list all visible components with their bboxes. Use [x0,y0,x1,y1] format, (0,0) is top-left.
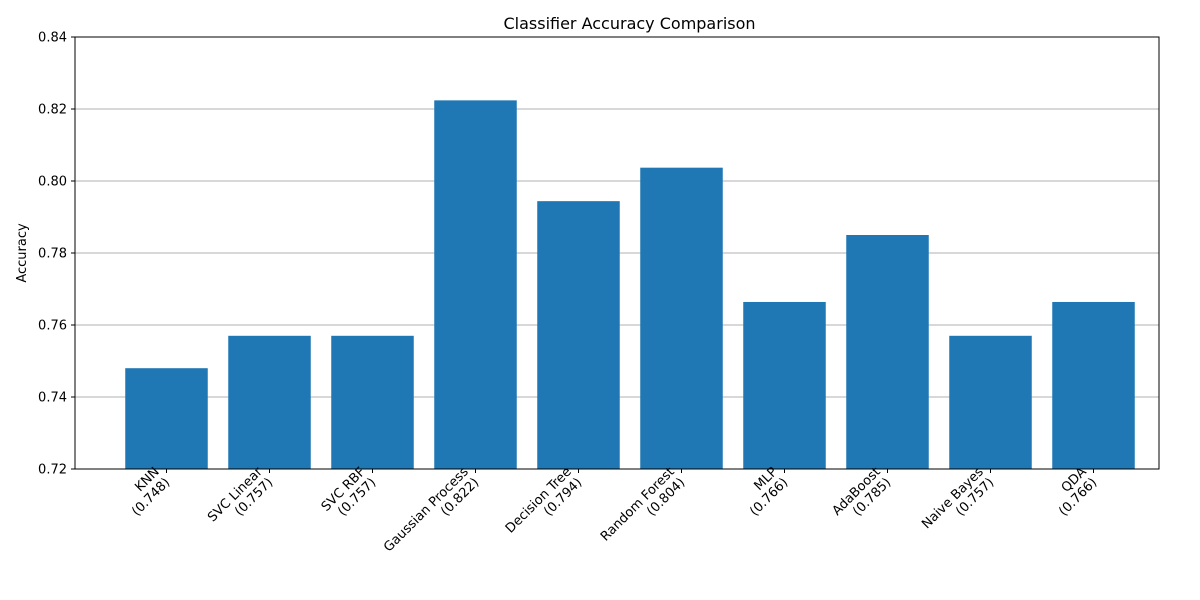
bar [228,335,311,469]
y-tick-label: 0.78 [38,247,67,262]
x-tick-label: QDA(0.766) [1046,465,1101,520]
chart-title: Classifier Accuracy Comparison [503,14,755,33]
bar [434,100,517,470]
x-tick-label: AdaBoost(0.785) [830,465,895,530]
y-tick-label: 0.82 [38,103,67,118]
x-tick-label: KNN(0.748) [119,465,174,520]
x-tick-label: SVC RBF(0.757) [319,465,380,526]
bars [125,100,1135,470]
y-tick-label: 0.76 [38,319,67,334]
bar [743,301,826,469]
y-tick-label: 0.74 [38,391,67,406]
y-tick-label: 0.80 [38,175,67,190]
x-tick-label: SVC Linear(0.757) [205,464,277,536]
x-tick-label: Random Forest(0.804) [598,465,688,555]
y-axis-ticks: 0.72 0.74 0.76 0.78 0.80 0.82 0.84 [38,31,75,478]
bar [640,167,723,469]
bar [1052,301,1135,469]
x-tick-label: Naive Bayes(0.757) [919,464,997,542]
x-axis-ticks: KNN(0.748) SVC Linear(0.757) SVC RBF(0.757… [119,464,1101,565]
bar [331,335,414,469]
y-tick-label: 0.84 [38,31,67,46]
bar [125,368,208,469]
x-tick-label: MLP(0.766) [737,465,792,520]
y-tick-label: 0.72 [38,463,67,478]
y-axis-label: Accuracy [15,223,30,283]
bar [537,201,620,469]
x-tick-label: Gaussian Process(0.822) [381,464,482,565]
bar [949,335,1032,469]
x-tick-label: Decision Tree(0.794) [503,465,585,547]
bar [846,235,929,469]
